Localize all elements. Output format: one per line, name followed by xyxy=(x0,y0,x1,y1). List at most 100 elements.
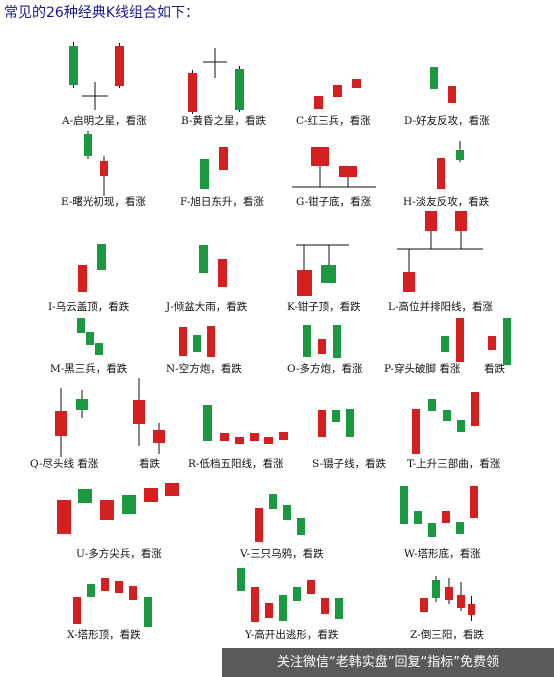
caption-e: E-曙光初现，看涨 xyxy=(61,195,146,208)
v-candle-1 xyxy=(255,508,263,542)
b-candle-3 xyxy=(235,66,244,112)
caption-v: V-三只乌鸦，看跌 xyxy=(239,547,324,560)
q-candle-1 xyxy=(55,388,67,457)
y-candle-5 xyxy=(293,587,301,601)
a-candle-1 xyxy=(69,42,78,88)
i-candle-2 xyxy=(97,244,106,270)
caption-o: O-多方炮，看涨 xyxy=(287,362,363,375)
u-candle-1 xyxy=(57,500,71,534)
b-candle-1 xyxy=(188,70,197,114)
q2-candle-2 xyxy=(153,423,165,454)
i-candle-1 xyxy=(78,265,87,292)
caption-d: D-好友反攻，看涨 xyxy=(404,114,490,127)
y-candle-8 xyxy=(335,598,343,619)
f-candle-1 xyxy=(200,159,209,189)
m-candle-1 xyxy=(77,318,85,333)
n-candle-1 xyxy=(179,327,187,356)
c-candle-1 xyxy=(314,96,323,109)
caption-w: W-塔形底，看涨 xyxy=(404,547,481,560)
p2-candle-1 xyxy=(488,336,496,350)
g-candle-2 xyxy=(339,166,357,177)
t-candle-2 xyxy=(428,399,436,411)
x-candle-2 xyxy=(87,584,95,597)
o-candle-2 xyxy=(318,339,326,354)
caption-x: X-塔形顶，看跌 xyxy=(67,628,141,641)
caption-b: B-黄昏之星，看跌 xyxy=(181,114,266,127)
f-candle-2 xyxy=(219,147,228,170)
v-candle-3 xyxy=(283,505,291,520)
t-candle-5 xyxy=(471,392,479,426)
u-candle-2 xyxy=(78,489,92,503)
h-candle-2 xyxy=(456,141,464,162)
s-candle-3 xyxy=(346,409,354,437)
p2-candle-2 xyxy=(503,318,511,365)
c-candle-3 xyxy=(352,79,361,88)
r-candle-1 xyxy=(203,405,212,441)
m-candle-2 xyxy=(86,332,94,345)
x-candle-3 xyxy=(101,578,109,591)
x-candle-5 xyxy=(129,586,137,600)
footer-banner: 关注微信“老韩实盘”回复“指标”免费领 xyxy=(222,648,554,677)
caption-z: Z-倒三阳，看跌 xyxy=(410,628,484,641)
caption-c: C-红三兵，看涨 xyxy=(296,114,371,127)
r-candle-4 xyxy=(250,433,259,441)
r-candle-2 xyxy=(220,433,229,441)
o-candle-1 xyxy=(303,325,311,357)
d-candle-2 xyxy=(448,86,456,103)
z-candle-3 xyxy=(445,578,453,604)
r-candle-5 xyxy=(264,437,273,444)
g-candle-1 xyxy=(311,147,329,166)
w-candle-5 xyxy=(456,522,464,534)
w-candle-1 xyxy=(400,486,408,524)
l-candle-3 xyxy=(455,211,467,231)
caption-q: Q-尽头线 看涨 xyxy=(30,457,99,470)
caption-f: F-旭日东升，看涨 xyxy=(180,195,264,208)
h-candle-1 xyxy=(437,158,445,189)
v-candle-4 xyxy=(297,518,305,535)
z-candle-2 xyxy=(432,576,440,602)
caption-k: K-钳子顶，看跌 xyxy=(287,300,361,313)
caption-y: Y-高开出逃形，看跌 xyxy=(244,628,339,641)
u-candle-6 xyxy=(165,483,179,496)
caption-h: H-淡友反攻，看跌 xyxy=(403,195,490,208)
s-candle-1 xyxy=(318,410,326,437)
w-candle-4 xyxy=(442,511,450,523)
caption-g: G-钳子底，看涨 xyxy=(296,195,372,208)
k-candle-1 xyxy=(297,270,312,296)
j-candle-1 xyxy=(199,245,208,273)
p-candle-2 xyxy=(456,318,464,362)
w-candle-6 xyxy=(470,486,478,518)
m-candle-3 xyxy=(95,343,103,355)
r-candle-3 xyxy=(235,437,244,444)
z-candle-5 xyxy=(468,596,475,621)
u-candle-5 xyxy=(144,488,158,502)
r-candle-6 xyxy=(279,432,288,440)
t-candle-3 xyxy=(443,410,451,421)
c-candle-2 xyxy=(333,85,342,97)
page-title: 常见的26种经典K线组合如下： xyxy=(4,5,199,21)
y-candle-6 xyxy=(307,580,315,594)
e-candle-2 xyxy=(100,156,108,196)
z-candle-4 xyxy=(457,582,465,611)
u-candle-4 xyxy=(122,495,136,514)
caption-t: T-上升三部曲，看涨 xyxy=(407,457,501,470)
caption-p2: 看跌 xyxy=(484,362,505,375)
n-candle-3 xyxy=(207,326,215,357)
l-candle-2 xyxy=(425,211,437,231)
caption-q2: 看跌 xyxy=(139,457,160,470)
o-candle-3 xyxy=(333,325,341,358)
n-candle-2 xyxy=(193,335,201,352)
y-candle-1 xyxy=(237,568,245,591)
t-candle-1 xyxy=(412,409,420,454)
v-candle-2 xyxy=(269,494,277,509)
k-candle-2 xyxy=(321,265,336,283)
caption-m: M-黑三兵，看跌 xyxy=(50,362,128,375)
x-candle-1 xyxy=(73,597,81,624)
x-candle-6 xyxy=(144,597,152,627)
u-candle-3 xyxy=(100,500,114,520)
b-doji-star xyxy=(203,48,227,78)
s-candle-2 xyxy=(332,410,340,422)
a-candle-3 xyxy=(115,43,124,88)
caption-l: L-高位并排阳线，看涨 xyxy=(388,300,494,313)
